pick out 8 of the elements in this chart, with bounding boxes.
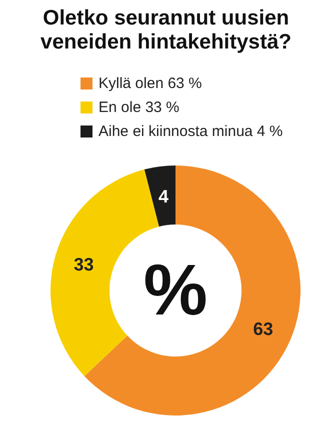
data-label: 63	[253, 318, 274, 339]
data-label: 33	[74, 254, 94, 274]
chart-title: Oletko seurannut uusien veneiden hintakehitystä?	[40, 6, 292, 54]
legend-label: En ole 33 %	[98, 99, 180, 116]
legend-label: Aihe ei kiinnosta minua 4 %	[98, 123, 283, 140]
legend-label: Kyllä olen 63 %	[98, 75, 202, 92]
text: %	[143, 250, 208, 330]
data-label: 4	[158, 186, 169, 206]
